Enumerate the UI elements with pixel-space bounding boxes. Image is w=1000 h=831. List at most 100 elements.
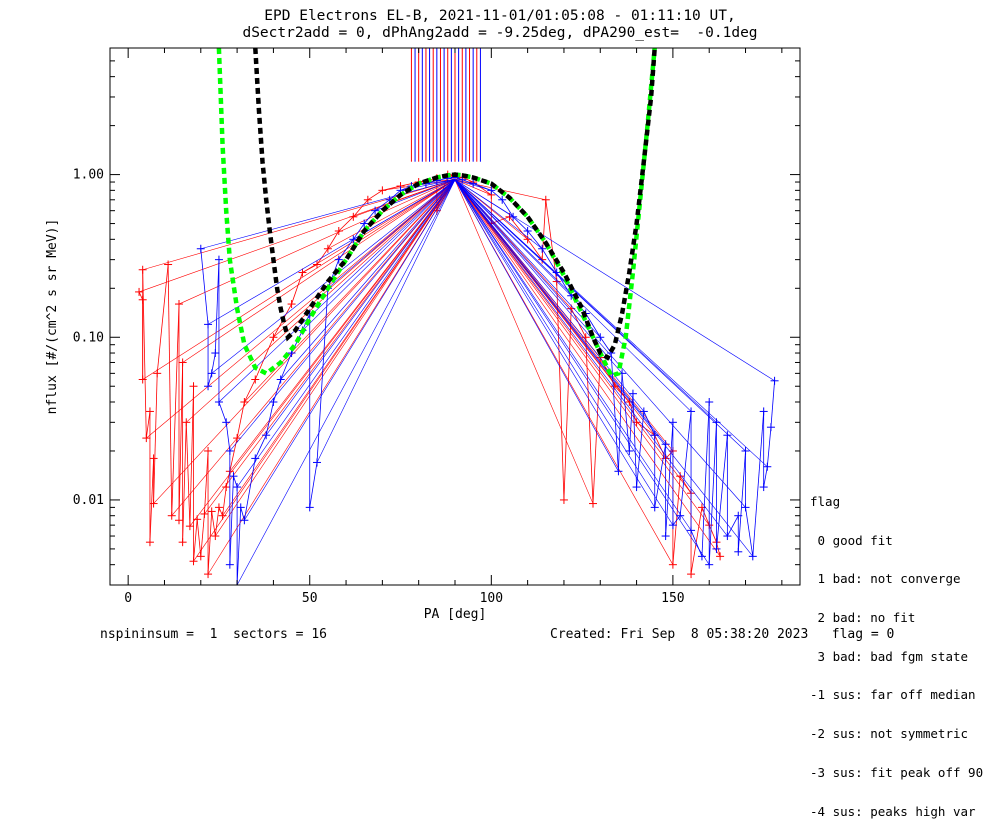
series-line	[454, 179, 768, 467]
series-line	[182, 422, 187, 543]
data-point	[734, 511, 743, 520]
series-line	[628, 393, 634, 451]
data-point	[178, 538, 187, 547]
data-point	[349, 235, 358, 244]
data-point	[164, 260, 173, 269]
series-line	[149, 458, 154, 543]
series-line	[280, 352, 292, 380]
data-point	[712, 544, 721, 553]
series-line	[229, 179, 456, 472]
series-line	[701, 507, 710, 526]
data-point	[712, 418, 721, 427]
series-line	[211, 511, 216, 537]
series-line	[491, 190, 503, 201]
data-point	[225, 560, 234, 569]
series-line	[207, 179, 456, 575]
data-point	[552, 268, 561, 277]
series-line	[454, 179, 746, 508]
x-tick-label: 100	[480, 591, 503, 606]
data-point	[135, 287, 144, 296]
series-line	[400, 181, 419, 187]
series-line	[273, 379, 282, 403]
y-tick-label: 0.10	[73, 330, 104, 345]
legend-header: flag	[810, 493, 841, 509]
data-point	[705, 397, 714, 406]
data-point	[538, 244, 547, 253]
series-line	[167, 264, 173, 516]
series-line	[254, 435, 267, 459]
data-point	[204, 320, 213, 329]
data-point	[741, 446, 750, 455]
series-line	[236, 179, 456, 488]
series-line	[146, 179, 456, 439]
data-point	[240, 397, 249, 406]
series-line	[716, 435, 728, 549]
series-line	[454, 179, 674, 565]
series-line	[541, 199, 547, 260]
series-line	[690, 507, 703, 575]
data-point	[759, 407, 768, 416]
data-point	[705, 560, 714, 569]
data-point	[305, 503, 314, 512]
series-line	[353, 179, 456, 218]
legend-item: -4 sus: peaks high var	[810, 803, 976, 819]
data-point	[523, 227, 532, 236]
series-line	[142, 269, 147, 439]
data-point	[625, 446, 634, 455]
data-point	[196, 244, 205, 253]
data-point	[251, 375, 260, 384]
legend-item: 1 bad: not converge	[810, 571, 961, 587]
series-line	[353, 179, 456, 240]
legend: flag 0 good fit 1 bad: not converge 2 ba…	[810, 470, 983, 831]
series-line	[243, 458, 256, 521]
data-point	[469, 179, 478, 188]
data-point	[313, 260, 321, 269]
series-line	[189, 179, 456, 527]
series-line	[327, 179, 456, 250]
series-line	[618, 373, 623, 472]
series-line	[218, 179, 456, 403]
series-line	[636, 411, 645, 488]
series-line	[218, 401, 227, 423]
data-point	[498, 195, 507, 204]
data-point	[313, 458, 321, 467]
series-line	[708, 524, 717, 543]
data-point	[142, 434, 151, 443]
series-line	[222, 179, 456, 516]
footer-right: Created: Fri Sep 8 05:38:20 2023 flag = …	[550, 627, 895, 642]
series-line	[204, 450, 209, 514]
series-line	[654, 444, 667, 508]
series-line	[193, 179, 456, 562]
data-point	[371, 206, 380, 215]
series-line	[186, 179, 456, 423]
series-line	[193, 519, 198, 562]
series-line	[153, 373, 158, 504]
series-line	[425, 179, 456, 184]
series-line	[462, 177, 474, 183]
series-line	[215, 179, 456, 537]
series-line	[454, 179, 754, 557]
series-line	[527, 230, 543, 250]
data-point	[149, 499, 158, 508]
series-line	[316, 179, 456, 463]
series-line	[563, 308, 572, 500]
series-line	[672, 515, 681, 526]
series-line	[454, 179, 655, 508]
series-line	[185, 422, 191, 527]
data-point	[218, 511, 227, 520]
data-point	[204, 382, 213, 391]
data-point	[363, 195, 372, 204]
series-line	[291, 272, 303, 305]
series-line	[214, 507, 220, 537]
data-layer	[135, 48, 779, 585]
data-point	[632, 483, 641, 492]
series-line	[178, 179, 456, 305]
series-line	[621, 373, 630, 452]
series-line	[541, 248, 558, 273]
data-point	[167, 511, 176, 520]
data-point	[559, 495, 568, 504]
data-point	[233, 434, 242, 443]
series-line	[244, 179, 456, 521]
series-line	[752, 411, 765, 557]
series-line	[178, 362, 184, 521]
